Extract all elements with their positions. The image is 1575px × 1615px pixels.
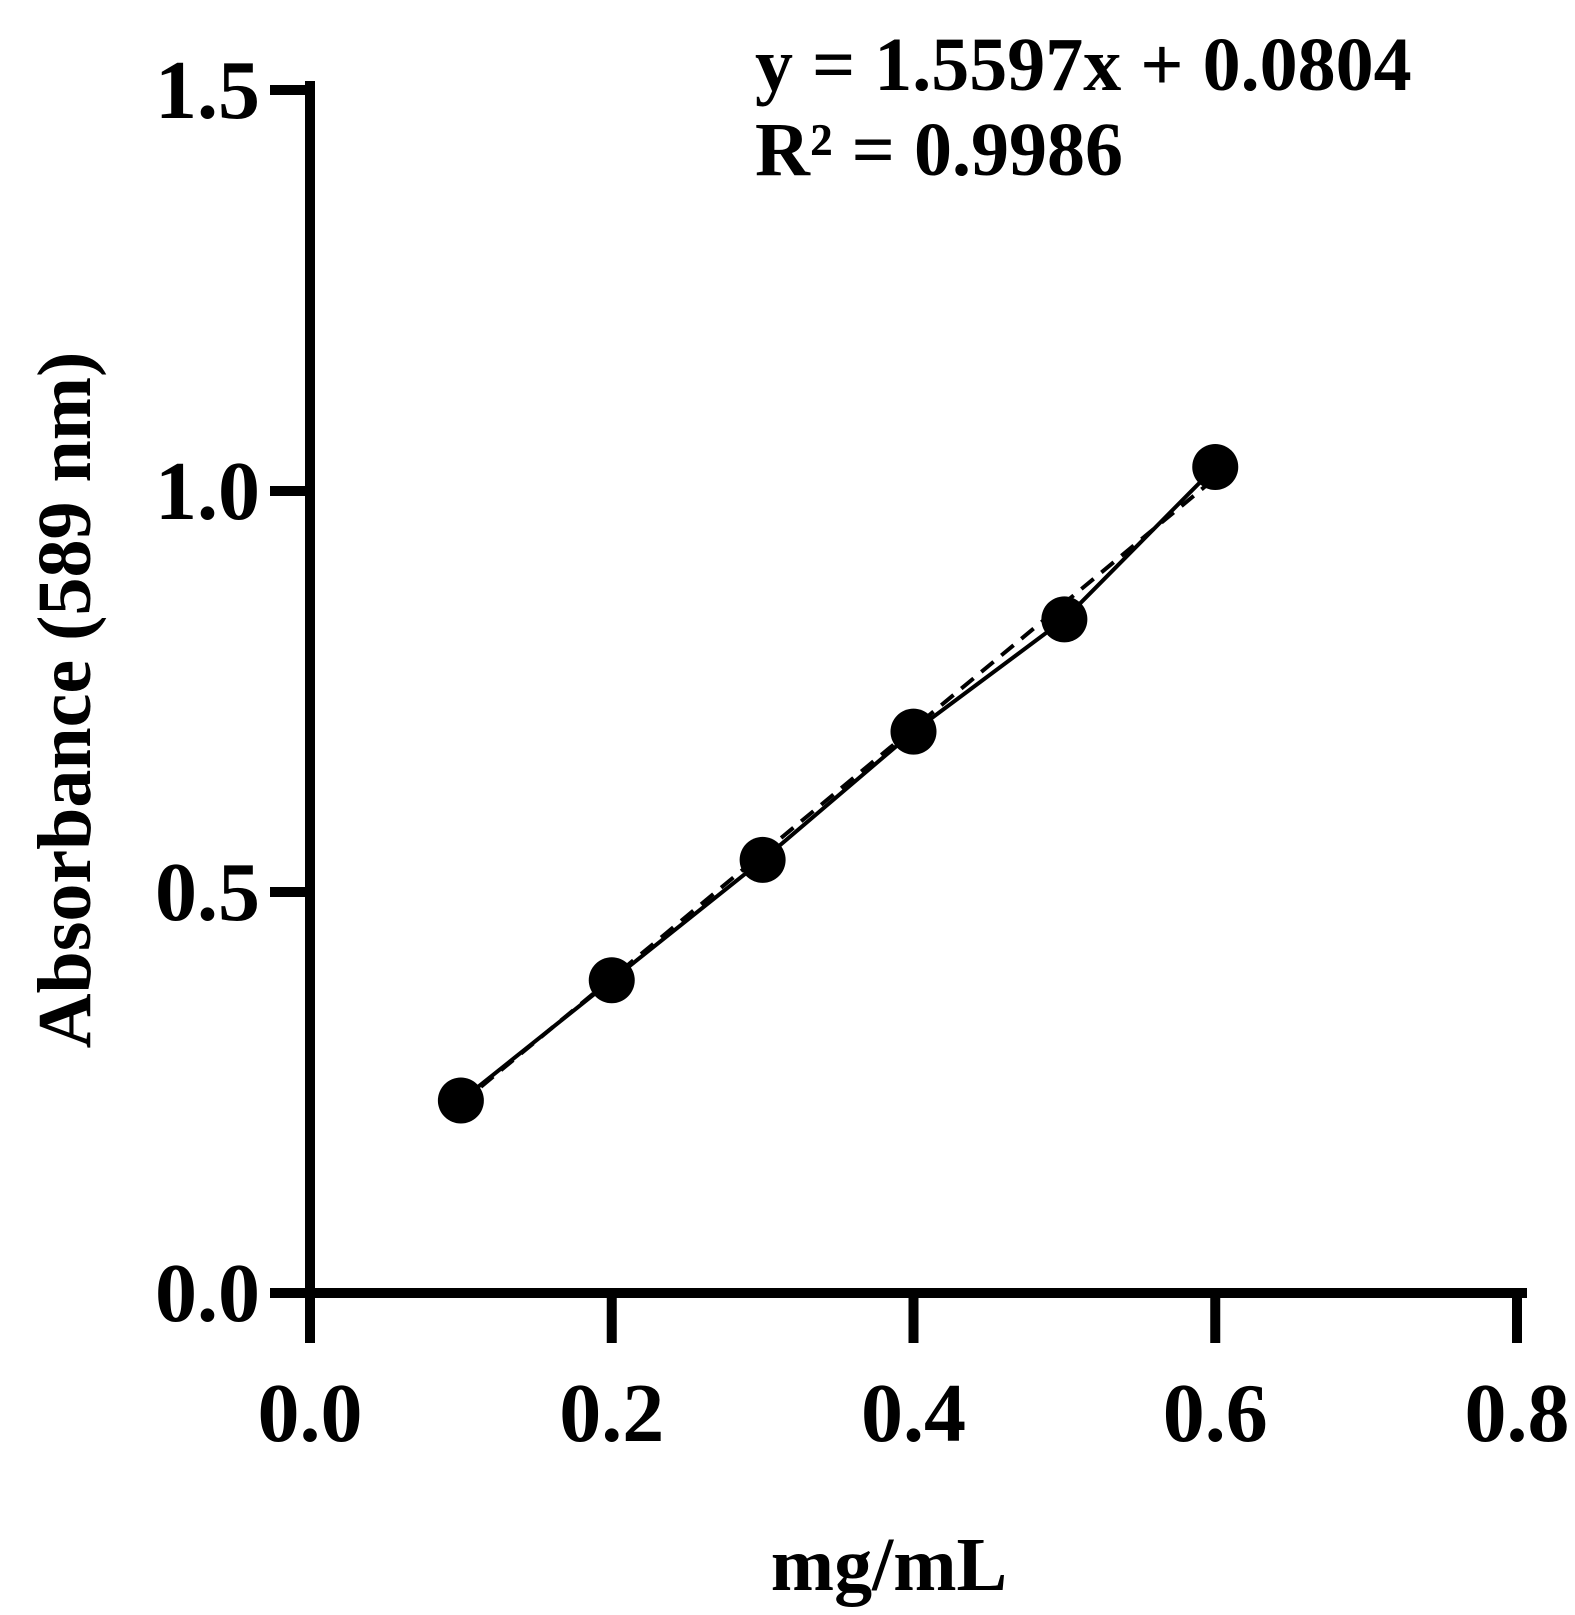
data-point xyxy=(588,957,635,1004)
x-tick-label: 0.0 xyxy=(258,1367,363,1460)
y-tick-label: 1.0 xyxy=(155,445,260,538)
x-axis-title: mg/mL xyxy=(771,1523,1007,1607)
axes xyxy=(300,81,1527,1303)
data-point xyxy=(890,708,937,755)
data-points xyxy=(437,443,1239,1124)
fit-equation-annotation: y = 1.5597x + 0.0804 xyxy=(755,23,1412,107)
x-tick-label: 0.8 xyxy=(1465,1367,1570,1460)
y-tick-label: 0.5 xyxy=(155,846,260,939)
r-squared-annotation: R² = 0.9986 xyxy=(755,108,1123,192)
x-tick-label: 0.2 xyxy=(559,1367,664,1460)
data-point xyxy=(739,836,786,883)
data-point xyxy=(1192,443,1239,490)
series-line xyxy=(459,465,1217,1103)
data-point xyxy=(1041,596,1088,643)
data-series xyxy=(459,465,1217,1105)
data-point xyxy=(437,1077,484,1124)
x-tick-label: 0.4 xyxy=(861,1367,966,1460)
x-tick-label: 0.6 xyxy=(1163,1367,1268,1460)
y-tick-label: 1.5 xyxy=(155,44,260,137)
y-tick-label: 0.0 xyxy=(155,1247,260,1340)
axis-ticks: 0.0 0.5 1.0 1.5 0.0 0.2 0.4 0.6 0.8 xyxy=(155,44,1570,1460)
y-axis-title: Absorbance (589 nm) xyxy=(23,352,107,1049)
